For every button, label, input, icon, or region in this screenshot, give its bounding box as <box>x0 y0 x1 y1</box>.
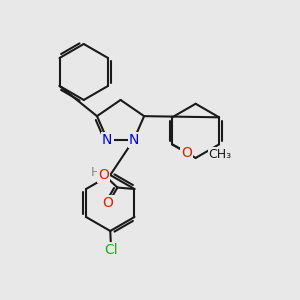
Text: N: N <box>102 133 112 147</box>
Text: H: H <box>91 166 100 179</box>
Text: O: O <box>98 168 109 182</box>
Text: O: O <box>103 196 113 210</box>
Text: CH₃: CH₃ <box>209 148 232 161</box>
Text: Cl: Cl <box>104 243 118 257</box>
Text: N: N <box>129 133 139 147</box>
Text: O: O <box>182 146 192 160</box>
